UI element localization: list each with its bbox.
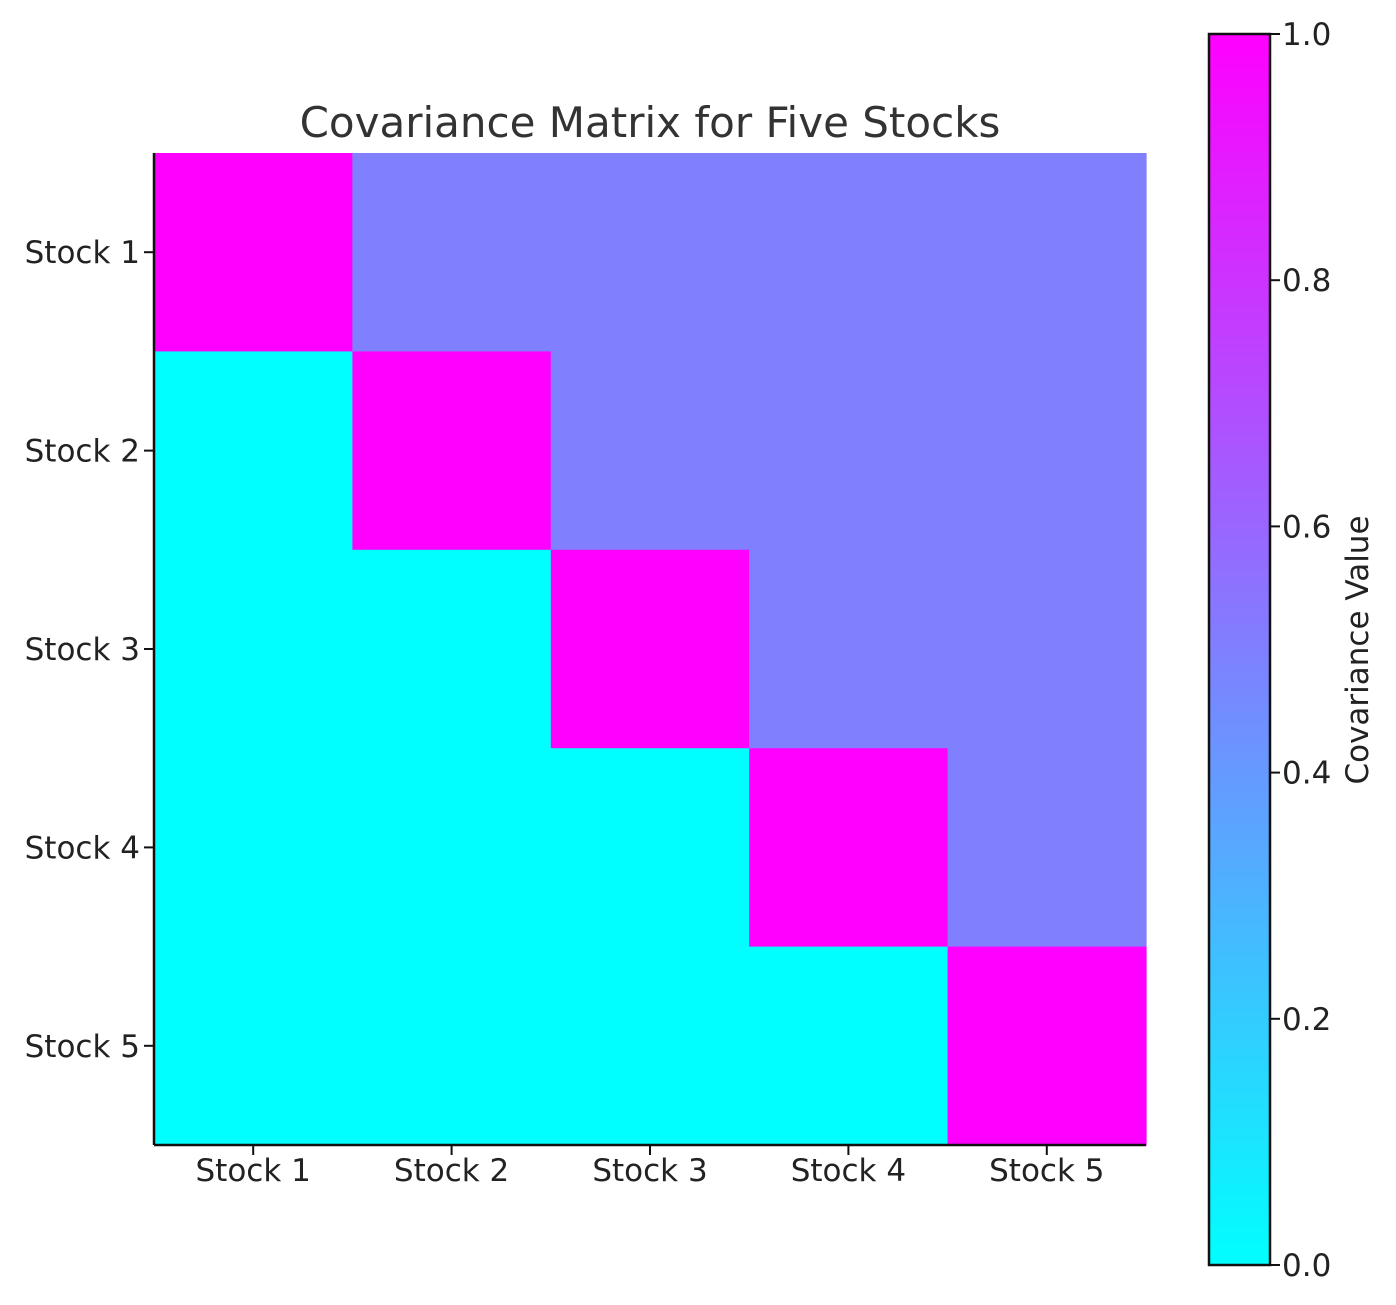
colorbar-tick-label: 0.4: [1282, 756, 1331, 792]
x-tick-label: Stock 1: [196, 1153, 311, 1189]
x-tick-label: Stock 2: [394, 1153, 509, 1189]
heatmap-cells: [154, 153, 1147, 1146]
y-axis-ticks: Stock 1 Stock 2 Stock 3 Stock 4 Stock 5: [25, 235, 154, 1065]
heatmap-cell: [352, 549, 552, 749]
heatmap-cell: [550, 748, 750, 948]
x-tick-label: Stock 4: [791, 1153, 906, 1189]
heatmap-cell: [947, 748, 1147, 948]
heatmap-cell: [749, 351, 949, 551]
heatmap-cell: [352, 748, 552, 948]
colorbar-tick-label: 0.2: [1282, 1002, 1331, 1038]
heatmap-cell: [154, 946, 353, 1146]
heatmap-cell: [352, 351, 552, 551]
y-tick-label: Stock 3: [25, 632, 140, 668]
heatmap-cell: [550, 351, 750, 551]
heatmap-cell: [154, 748, 353, 948]
heatmap-cell: [947, 549, 1147, 749]
x-axis-ticks: Stock 1 Stock 2 Stock 3 Stock 4 Stock 5: [196, 1145, 1104, 1189]
heatmap-cell: [749, 946, 949, 1146]
heatmap-cell: [749, 549, 949, 749]
heatmap-cell: [352, 153, 552, 352]
x-tick-label: Stock 5: [989, 1153, 1104, 1189]
colorbar-label: Covariance Value: [1340, 515, 1376, 784]
colorbar-tick-label: 0.8: [1282, 263, 1331, 299]
chart-title: Covariance Matrix for Five Stocks: [300, 98, 1001, 147]
colorbar-tick-label: 0.0: [1282, 1248, 1331, 1284]
heatmap-cell: [947, 946, 1147, 1146]
y-tick-label: Stock 5: [25, 1029, 140, 1065]
heatmap-cell: [749, 748, 949, 948]
y-tick-label: Stock 4: [25, 830, 140, 866]
heatmap-cell: [550, 153, 750, 352]
colorbar: 0.0 0.2 0.4 0.6 0.8 1.0 Covariance Value: [1207, 17, 1376, 1284]
colorbar-ticks: 0.0 0.2 0.4 0.6 0.8 1.0: [1270, 17, 1331, 1284]
y-tick-label: Stock 2: [25, 434, 140, 470]
heatmap-cell: [749, 153, 949, 352]
heatmap-cell: [550, 549, 750, 749]
heatmap-cell: [154, 153, 353, 352]
heatmap-cell: [352, 946, 552, 1146]
heatmap-cell: [947, 351, 1147, 551]
colorbar-tick-label: 0.6: [1282, 509, 1331, 545]
y-tick-label: Stock 1: [25, 235, 140, 271]
colorbar-tick-label: 1.0: [1282, 17, 1331, 53]
heatmap-cell: [154, 549, 353, 749]
heatmap-cell: [154, 351, 353, 551]
heatmap-cell: [947, 153, 1147, 352]
heatmap-cell: [550, 946, 750, 1146]
colorbar-gradient: [1207, 32, 1272, 1267]
x-tick-label: Stock 3: [592, 1153, 707, 1189]
